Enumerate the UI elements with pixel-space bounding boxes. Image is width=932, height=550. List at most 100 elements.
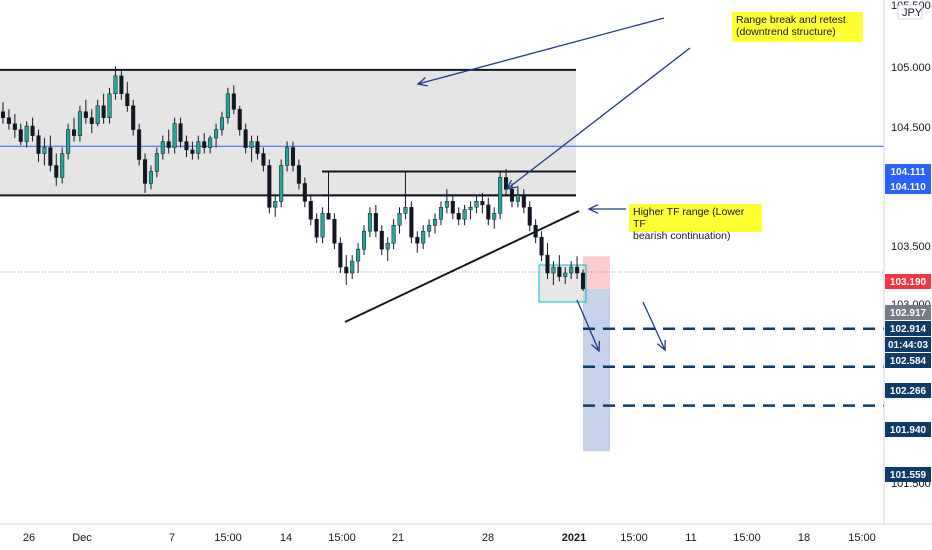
candle-body[interactable] <box>397 213 402 226</box>
candle-body[interactable] <box>563 272 568 277</box>
candle-body[interactable] <box>36 135 41 154</box>
candle-body[interactable] <box>89 117 94 124</box>
candle-body[interactable] <box>137 129 142 160</box>
arrow-to-range-top[interactable] <box>417 17 665 85</box>
candle-body[interactable] <box>498 177 503 214</box>
candle-body[interactable] <box>131 105 136 130</box>
candle-body[interactable] <box>367 213 372 232</box>
price-tag[interactable] <box>885 305 931 320</box>
candle-body[interactable] <box>214 129 219 139</box>
candle-body[interactable] <box>107 93 112 118</box>
candle-body[interactable] <box>196 141 201 154</box>
price-tag[interactable] <box>885 422 931 437</box>
price-tag[interactable] <box>885 353 931 368</box>
price-tag[interactable] <box>885 383 931 398</box>
candle-body[interactable] <box>143 159 148 184</box>
candle-body[interactable] <box>101 105 106 118</box>
candle-body[interactable] <box>438 207 443 220</box>
price-tag[interactable] <box>885 179 931 194</box>
range-box[interactable] <box>0 69 576 196</box>
candle-body[interactable] <box>261 153 266 166</box>
price-tag[interactable] <box>885 337 931 352</box>
candle-body[interactable] <box>95 105 100 124</box>
candle-body[interactable] <box>148 171 153 184</box>
candle-body[interactable] <box>468 207 473 210</box>
candle-body[interactable] <box>356 248 361 262</box>
candle-body[interactable] <box>539 236 544 256</box>
position-target-zone[interactable] <box>583 288 610 452</box>
candle-body[interactable] <box>24 125 29 142</box>
candle-body[interactable] <box>575 266 580 274</box>
candle-body[interactable] <box>332 219 337 244</box>
candle-body[interactable] <box>66 129 71 154</box>
arrow-to-target-1[interactable] <box>576 299 600 352</box>
candle-body[interactable] <box>427 224 432 232</box>
candle-body[interactable] <box>54 165 59 178</box>
candle-body[interactable] <box>0 111 6 118</box>
candle-body[interactable] <box>373 213 378 232</box>
candle-body[interactable] <box>521 195 526 208</box>
candle-body[interactable] <box>154 153 159 172</box>
candle-body[interactable] <box>231 93 236 110</box>
candle-body[interactable] <box>361 230 367 250</box>
candle-body[interactable] <box>178 123 183 142</box>
candle-body[interactable] <box>225 93 230 118</box>
candle-body[interactable] <box>462 209 467 220</box>
candle-body[interactable] <box>326 213 331 220</box>
candle-body[interactable] <box>415 236 420 244</box>
candle-body[interactable] <box>569 266 574 274</box>
candle-body[interactable] <box>273 201 278 208</box>
price-tag[interactable] <box>885 467 931 482</box>
candle-body[interactable] <box>421 230 426 244</box>
symbol-badge[interactable] <box>897 4 923 20</box>
candle-body[interactable] <box>243 129 248 148</box>
candle-body[interactable] <box>285 147 290 166</box>
candle-body[interactable] <box>219 117 225 130</box>
candle-body[interactable] <box>42 147 47 154</box>
candle-body[interactable] <box>172 123 177 148</box>
candle-body[interactable] <box>160 141 165 154</box>
candle-body[interactable] <box>208 137 213 148</box>
candle-body[interactable] <box>492 213 497 220</box>
candle-body[interactable] <box>119 75 124 95</box>
candle-body[interactable] <box>350 260 355 274</box>
price-tag[interactable] <box>885 274 931 289</box>
candle-body[interactable] <box>113 75 118 95</box>
candle-body[interactable] <box>302 183 307 202</box>
candle-body[interactable] <box>267 165 272 208</box>
candle-body[interactable] <box>409 207 414 238</box>
candle-body[interactable] <box>338 242 343 268</box>
candle-body[interactable] <box>296 165 301 184</box>
candle-body[interactable] <box>48 147 53 166</box>
arrow-to-retest[interactable] <box>506 47 691 190</box>
candle-body[interactable] <box>71 129 77 136</box>
candle-body[interactable] <box>551 266 556 274</box>
candle-body[interactable] <box>6 117 11 124</box>
candle-body[interactable] <box>545 254 550 274</box>
candle-body[interactable] <box>314 219 319 238</box>
candle-body[interactable] <box>77 111 82 136</box>
position-stop-zone[interactable] <box>583 256 610 289</box>
candle-body[interactable] <box>320 213 325 238</box>
candle-body[interactable] <box>391 224 396 244</box>
candle-body[interactable] <box>190 149 195 154</box>
candle-body[interactable] <box>515 195 520 202</box>
price-tag[interactable] <box>885 164 931 179</box>
trendline[interactable] <box>344 210 580 323</box>
candle-body[interactable] <box>202 141 207 148</box>
candle-body[interactable] <box>166 141 171 148</box>
candle-body[interactable] <box>30 125 35 136</box>
candle-body[interactable] <box>184 141 189 151</box>
candle-body[interactable] <box>509 189 515 202</box>
candle-body[interactable] <box>456 213 461 220</box>
candle-body[interactable] <box>18 129 23 142</box>
candle-body[interactable] <box>255 141 260 154</box>
candle-body[interactable] <box>486 204 491 220</box>
candle-body[interactable] <box>474 201 479 208</box>
candle-body[interactable] <box>580 272 586 290</box>
candle-body[interactable] <box>450 201 455 214</box>
candle-body[interactable] <box>290 147 296 166</box>
candle-body[interactable] <box>249 141 254 148</box>
price-tag[interactable] <box>885 321 931 336</box>
candle-body[interactable] <box>557 266 562 277</box>
